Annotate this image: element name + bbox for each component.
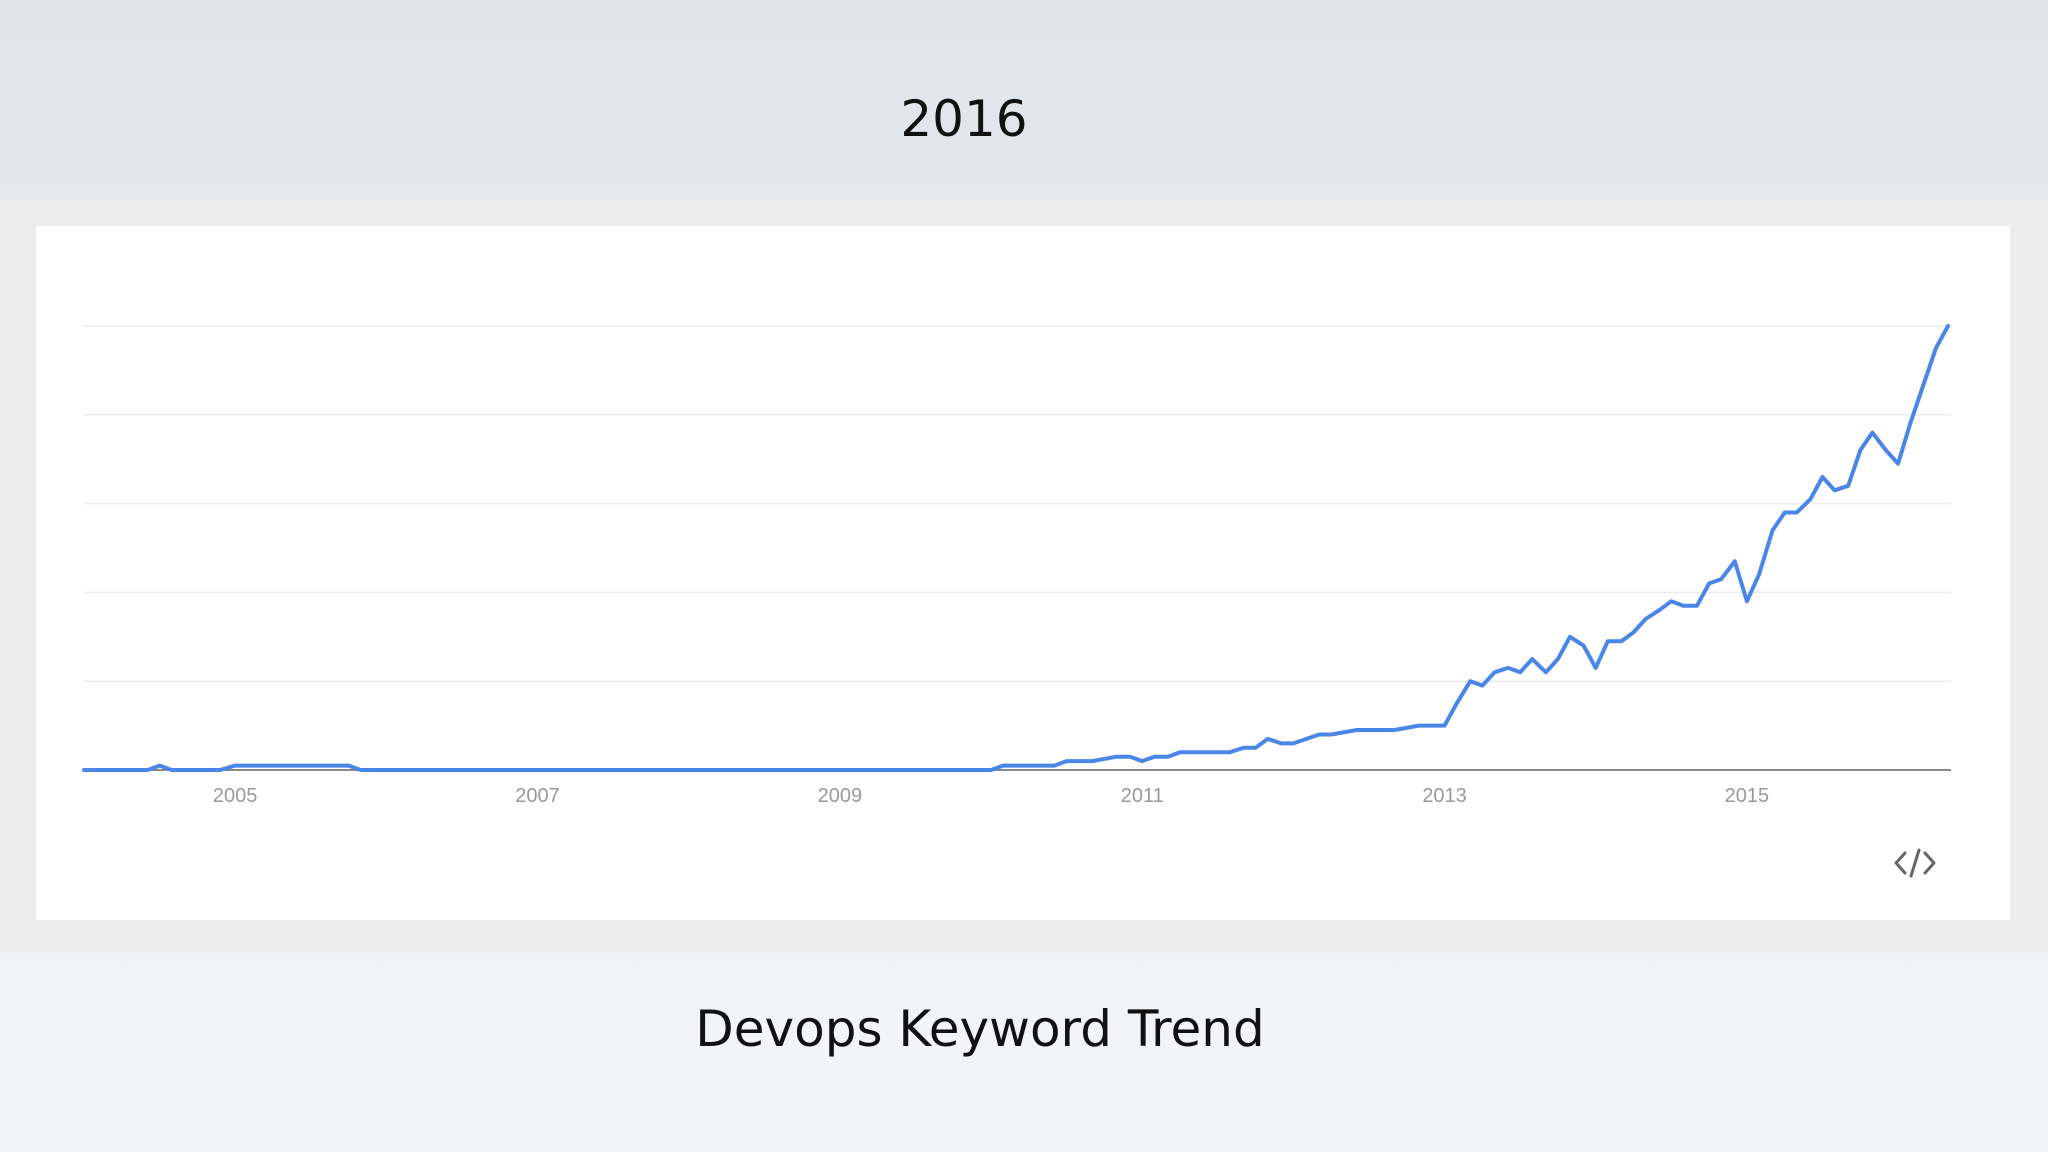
x-tick-label: 2007 <box>515 785 560 807</box>
embed-code-icon[interactable] <box>1893 845 1937 881</box>
slide-title: 2016 <box>900 90 1028 148</box>
series-layer <box>82 324 1950 772</box>
chart-panel: 2005 2007 2009 2011 2013 2015 <box>36 226 2010 920</box>
slide-caption: Devops Keyword Trend <box>695 1000 1265 1058</box>
x-tick-labels: 2005 2007 2009 2011 2013 2015 <box>213 785 1769 807</box>
x-tick-label: 2011 <box>1121 785 1164 807</box>
x-tick-label: 2013 <box>1422 785 1467 807</box>
x-tick-label: 2005 <box>213 785 257 807</box>
trend-chart: 2005 2007 2009 2011 2013 2015 <box>82 324 1951 807</box>
gridlines <box>84 325 1951 682</box>
x-tick-label: 2009 <box>818 785 863 807</box>
series-line <box>82 324 1950 772</box>
x-tick-label: 2015 <box>1725 785 1770 807</box>
